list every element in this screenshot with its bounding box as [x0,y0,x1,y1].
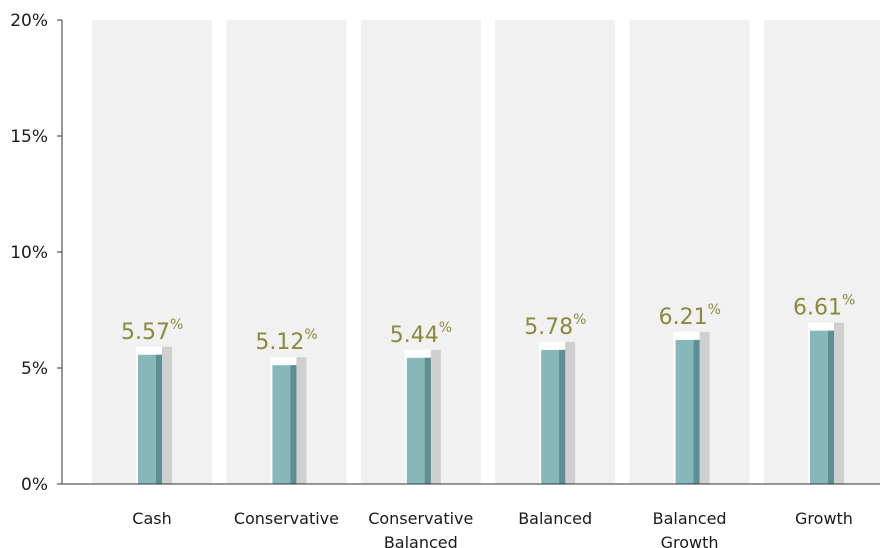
bar-side [290,365,296,484]
bar-side [828,331,834,484]
bar-shadow [162,347,172,484]
column-backgrounds [92,20,880,484]
data-label-unit: % [170,317,183,333]
y-tick-label: 5% [21,359,48,379]
y-tick-label: 10% [10,243,48,263]
x-tick-label: Growth [661,533,719,548]
x-tick-label: Balanced [518,509,592,528]
x-tick-label: Growth [795,509,853,528]
x-tick-label: Balanced [653,509,727,528]
bar-shadow [296,357,306,484]
data-label-unit: % [439,320,452,336]
y-tick-label: 15% [10,127,48,147]
data-label-unit: % [708,302,721,318]
data-label-unit: % [573,312,586,328]
bar-side [694,340,700,484]
data-label-unit: % [842,293,855,309]
bar-side [156,355,162,484]
y-tick-label: 0% [21,475,48,495]
x-tick-label: Balanced [384,533,458,548]
x-tick-label: Cash [132,509,171,528]
x-tick-label: Conservative [234,509,339,528]
bar-side [425,358,431,484]
bar-shadow [700,332,710,484]
bar-shadow [834,323,844,484]
data-label-unit: % [304,327,317,343]
bar-shadow [431,350,441,484]
y-tick-label: 20% [10,11,48,31]
bar-side [559,350,565,484]
x-tick-label: Conservative [368,509,473,528]
bar-shadow [565,342,575,484]
